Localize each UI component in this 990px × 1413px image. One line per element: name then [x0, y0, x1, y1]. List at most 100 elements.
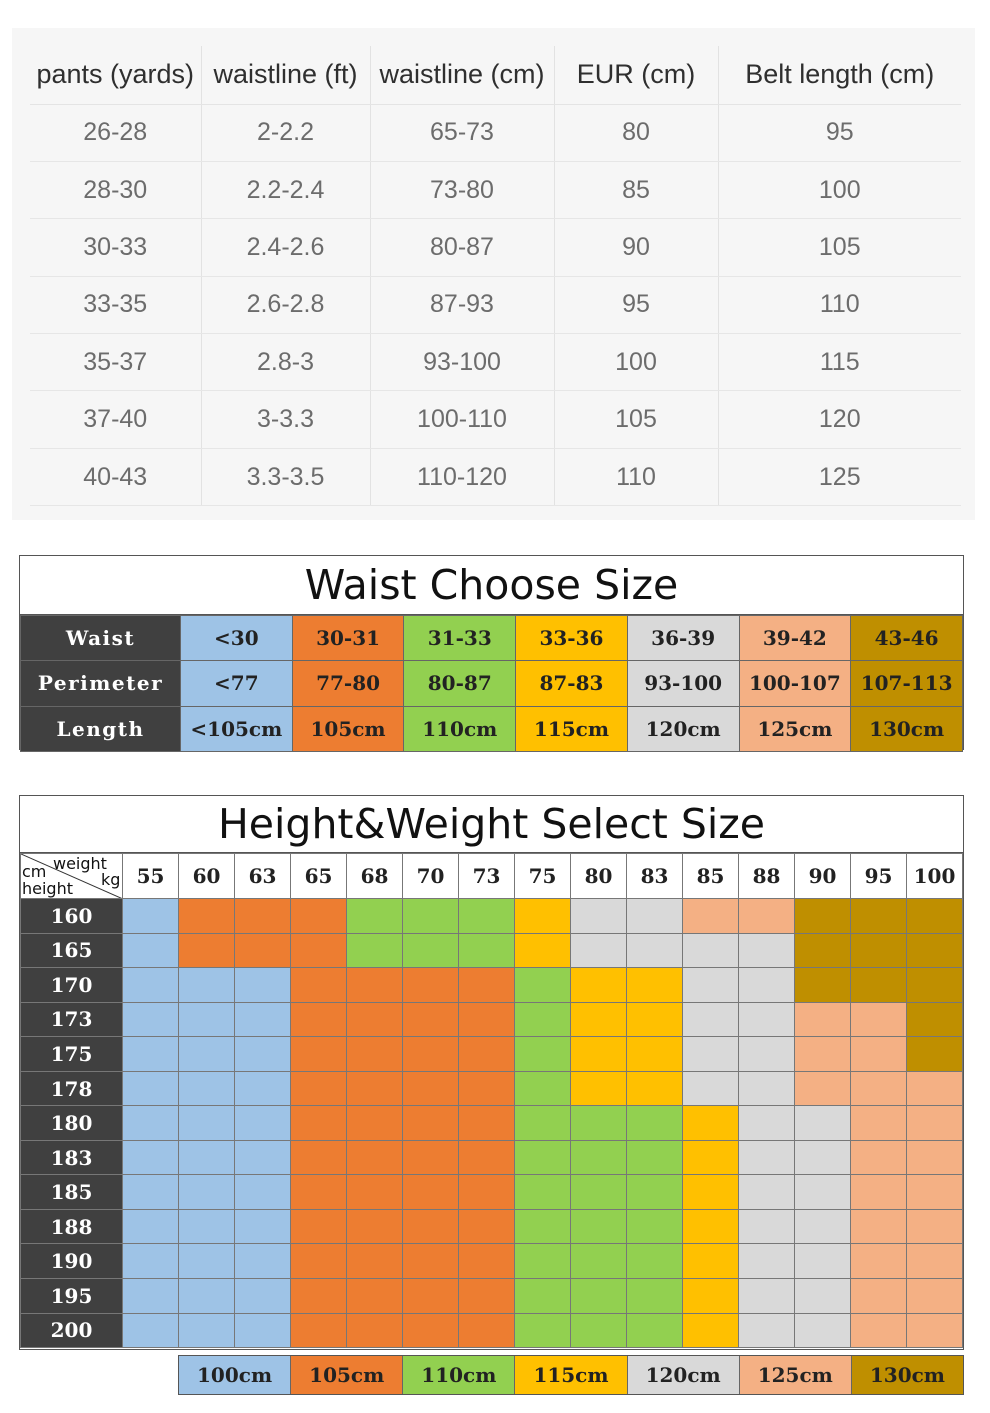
belt-conversion-row: 28-30 2.2-2.4 73-80 85 100	[30, 161, 961, 220]
weight-column-header: 85	[682, 853, 739, 899]
belt-conversion-cell: 110	[553, 448, 718, 507]
size-color-cell	[850, 1036, 907, 1072]
size-color-cell	[234, 1208, 291, 1245]
size-color-cell	[570, 1278, 627, 1314]
size-color-cell	[402, 1139, 459, 1176]
height-weight-table: weight kg cm height 55 60 63 65 68 70 73 75 80 83…	[20, 853, 963, 1349]
size-color-cell	[346, 1105, 403, 1141]
belt-conversion-body: 26-28 2-2.2 65-73 80 95 28-30 2.2-2.4 73-80 85 10…	[30, 104, 961, 507]
size-color-cell	[178, 967, 235, 1003]
weight-column-header: 70	[402, 853, 459, 899]
size-color-cell	[346, 1278, 403, 1314]
legend-item: 115cm	[515, 1356, 628, 1394]
size-color-cell	[626, 1208, 683, 1245]
height-row-header: 188	[20, 1208, 123, 1245]
size-color-cell	[906, 1208, 963, 1245]
waist-size-cell-waist: 43-46	[850, 614, 963, 662]
height-weight-title: Height&Weight Select Size	[20, 796, 963, 853]
header-waistline-ft: waistline (ft)	[200, 46, 370, 105]
weight-column-header: 88	[738, 853, 795, 899]
legend-item: 105cm	[291, 1356, 404, 1394]
size-color-cell	[514, 1001, 571, 1038]
size-color-cell	[122, 1278, 179, 1314]
size-color-cell	[906, 1001, 963, 1038]
size-color-cell	[794, 1174, 851, 1210]
size-color-cell	[402, 1243, 459, 1280]
corner-height-label: height	[22, 879, 73, 898]
size-color-cell	[682, 1001, 739, 1038]
size-color-cell	[514, 1312, 571, 1349]
size-color-cell	[906, 1278, 963, 1314]
belt-conversion-cell: 100	[553, 333, 718, 392]
height-row-header: 175	[20, 1036, 123, 1072]
belt-conversion-cell: 37-40	[30, 390, 201, 449]
corner-kg-label: kg	[101, 870, 121, 889]
size-color-cell	[514, 1208, 571, 1245]
size-color-cell	[514, 898, 571, 934]
belt-conversion-row: 33-35 2.6-2.8 87-93 95 110	[30, 276, 961, 335]
size-color-cell	[122, 1174, 179, 1210]
size-color-cell	[178, 1105, 235, 1141]
legend-item: 130cm	[851, 1356, 963, 1394]
size-color-cell	[402, 1036, 459, 1072]
height-row: 200	[20, 1312, 963, 1349]
size-color-cell	[738, 1070, 795, 1107]
size-color-cell	[906, 1174, 963, 1210]
belt-conversion-cell: 87-93	[369, 276, 554, 335]
size-color-cell	[514, 967, 571, 1003]
size-color-cell	[458, 932, 515, 969]
belt-conversion-cell: 3.3-3.5	[200, 448, 370, 507]
size-color-cell	[402, 1208, 459, 1245]
size-color-cell	[626, 1001, 683, 1038]
size-color-cell	[514, 1070, 571, 1107]
belt-conversion-cell: 2-2.2	[200, 104, 370, 162]
waist-size-cell-length: 130cm	[850, 705, 963, 752]
size-color-cell	[122, 898, 179, 934]
size-color-cell	[402, 898, 459, 934]
size-color-cell	[178, 1278, 235, 1314]
height-row-header: 178	[20, 1070, 123, 1107]
belt-conversion-cell: 100	[717, 161, 961, 220]
size-color-cell	[626, 967, 683, 1003]
waist-size-cell-waist: 33-36	[515, 614, 628, 662]
corner-weight-label: weight	[53, 854, 107, 873]
size-color-cell	[738, 1312, 795, 1349]
size-color-cell	[178, 1243, 235, 1280]
waist-size-cell-length: <105cm	[180, 705, 293, 752]
waist-size-body: Waist <30 30-31 31-33 33-36 36-39 39-42 43-46 Pe…	[20, 614, 963, 752]
size-color-cell	[402, 967, 459, 1003]
size-color-cell	[738, 1278, 795, 1314]
size-color-cell	[234, 1036, 291, 1072]
belt-conversion-cell: 35-37	[30, 333, 201, 392]
belt-conversion-cell: 120	[717, 390, 961, 449]
waist-size-title: Waist Choose Size	[20, 556, 963, 615]
size-color-cell	[290, 1243, 347, 1280]
size-color-cell	[738, 1139, 795, 1176]
size-color-cell	[906, 1105, 963, 1141]
size-color-cell	[850, 967, 907, 1003]
size-color-cell	[682, 1036, 739, 1072]
corner-cm-label: cm	[22, 862, 47, 881]
belt-conversion-cell: 105	[553, 390, 718, 449]
size-color-cell	[290, 1139, 347, 1176]
size-color-cell	[570, 1139, 627, 1176]
size-color-cell	[682, 898, 739, 934]
size-color-cell	[570, 1208, 627, 1245]
height-row-header: 180	[20, 1105, 123, 1141]
belt-conversion-cell: 95	[717, 104, 961, 162]
size-color-cell	[570, 1243, 627, 1280]
belt-conversion-cell: 85	[553, 161, 718, 220]
corner-cell: weight kg cm height	[20, 853, 123, 899]
size-color-cell	[682, 1139, 739, 1176]
waist-size-cell-perimeter: 87-83	[515, 660, 628, 707]
header-belt-length-cm: Belt length (cm)	[717, 46, 961, 105]
belt-conversion-cell: 93-100	[369, 333, 554, 392]
size-color-cell	[570, 1174, 627, 1210]
size-color-cell	[178, 1312, 235, 1349]
height-row-header: 195	[20, 1278, 123, 1314]
height-row-header: 185	[20, 1174, 123, 1210]
waist-size-cell-length: 105cm	[291, 705, 405, 752]
size-color-cell	[346, 932, 403, 969]
size-color-cell	[290, 1001, 347, 1038]
waist-size-cell-waist: 31-33	[403, 614, 517, 662]
